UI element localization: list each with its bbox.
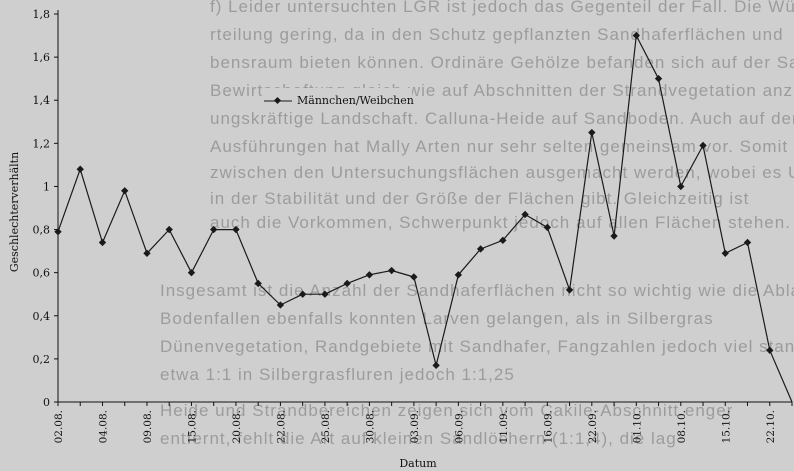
x-tick-label: 15.10. [720, 410, 732, 443]
plot-area: 0 0,2 0,4 0,6 0,8 1 1,2 1,4 1,6 1,8 02.08. 04.08. 09… [33, 8, 793, 443]
data-point [187, 268, 196, 277]
x-tick-label: 15.08. [186, 410, 198, 443]
data-point [610, 232, 618, 240]
data-point [766, 346, 774, 354]
data-point [588, 128, 596, 137]
data-point [677, 182, 685, 191]
x-tick-label: 04.08. [97, 410, 109, 443]
data-point [276, 301, 285, 309]
data-point [254, 279, 262, 288]
y-tick-label: 1,8 [33, 8, 51, 21]
y-tick-label: 0,8 [33, 224, 51, 237]
data-point [387, 266, 396, 275]
data-point [54, 228, 62, 236]
data-point [210, 225, 218, 234]
data-point [365, 271, 374, 279]
data-point [165, 225, 173, 234]
background-text-line: Bodenfallen ebenfalls konnten Larven gel… [160, 309, 714, 328]
x-tick-label: 02.08. [53, 410, 65, 443]
background-text-line: Ausführungen hat Mally Arten nur sehr se… [210, 137, 794, 156]
data-point [565, 286, 574, 294]
x-tick-label: 09.08. [142, 410, 154, 443]
y-tick-label: 1,2 [33, 137, 51, 150]
data-point [743, 238, 752, 247]
legend-box [262, 88, 412, 110]
x-tick-label: 03.09. [409, 410, 421, 443]
data-point [298, 290, 307, 298]
x-tick-label: 08.10. [676, 410, 688, 443]
background-text-layer: f) Leider untersuchten LGR ist jedoch da… [160, 0, 794, 448]
x-tick-label: 22.10. [765, 410, 777, 443]
series-line [57, 34, 793, 403]
x-tick-label: 01.10. [631, 410, 643, 443]
data-point [654, 74, 663, 83]
x-tick-label: 25.08. [320, 410, 332, 443]
legend-marker-swatch [273, 96, 282, 105]
background-text-line: rteilung gering, da in den Schutz gepfla… [210, 25, 784, 44]
x-tick-label: 20.08. [231, 410, 243, 443]
legend: Männchen/Weibchen [262, 88, 414, 110]
x-tick-label: 11.09. [498, 410, 510, 443]
data-point [121, 187, 129, 195]
y-tick-label: 0 [43, 396, 50, 409]
y-tick-label: 0,4 [33, 310, 51, 323]
data-point [343, 279, 351, 288]
background-text-line: Insgesamt ist die Anzahl der Sandhaferfl… [160, 281, 794, 300]
data-point [432, 361, 440, 370]
data-point [454, 271, 463, 279]
data-point [699, 141, 707, 150]
background-text-line: entfernt, fehlt die Art auf kleinen Sand… [160, 429, 677, 448]
background-text-line: Dünenvegetation, Randgebiete mit Sandhaf… [160, 337, 794, 356]
background-text-line: auch die Vorkommen, Schwerpunkt jedoch a… [210, 213, 791, 232]
data-point [76, 165, 84, 173]
y-tick-label: 1 [43, 180, 50, 193]
x-tick-label: 22.08. [275, 410, 287, 443]
data-point [98, 238, 107, 247]
data-point [721, 249, 729, 257]
legend-label: Männchen/Weibchen [297, 94, 414, 107]
x-tick-label: 06.09. [453, 410, 465, 443]
y-tick-label: 1,4 [33, 94, 51, 107]
y-tick-label: 1,6 [33, 51, 51, 64]
background-text-line: in der Stabilität und der Größe der Fläc… [210, 189, 749, 208]
background-text-line: Heide und Strandbereichen zeigen sich vo… [160, 401, 733, 420]
background-text-line: zwischen den Untersuchungsflächen ausgem… [210, 163, 794, 182]
data-point [321, 290, 329, 298]
x-tick-label: 30.08. [364, 410, 376, 443]
x-tick-label: 22.09. [587, 410, 599, 443]
background-text-line: etwa 1:1 in Silbergrasfluren jedoch 1:1,… [160, 365, 515, 384]
data-point [410, 273, 418, 281]
y-tick-label: 0,6 [33, 267, 51, 280]
data-point [632, 31, 640, 40]
background-text-line: f) Leider untersuchten LGR ist jedoch da… [210, 0, 794, 16]
y-axis-label: Geschlechterverhältn [8, 152, 21, 272]
background-text-line: bensraum bieten können. Ordinäre Gehölze… [210, 53, 794, 72]
background-text-line: ungskräftige Landschaft. Calluna-Heide a… [210, 109, 794, 128]
x-axis-label: Datum [399, 457, 437, 470]
x-tick-label: 16.09. [542, 410, 554, 443]
y-tick-label: 0,2 [33, 353, 51, 366]
